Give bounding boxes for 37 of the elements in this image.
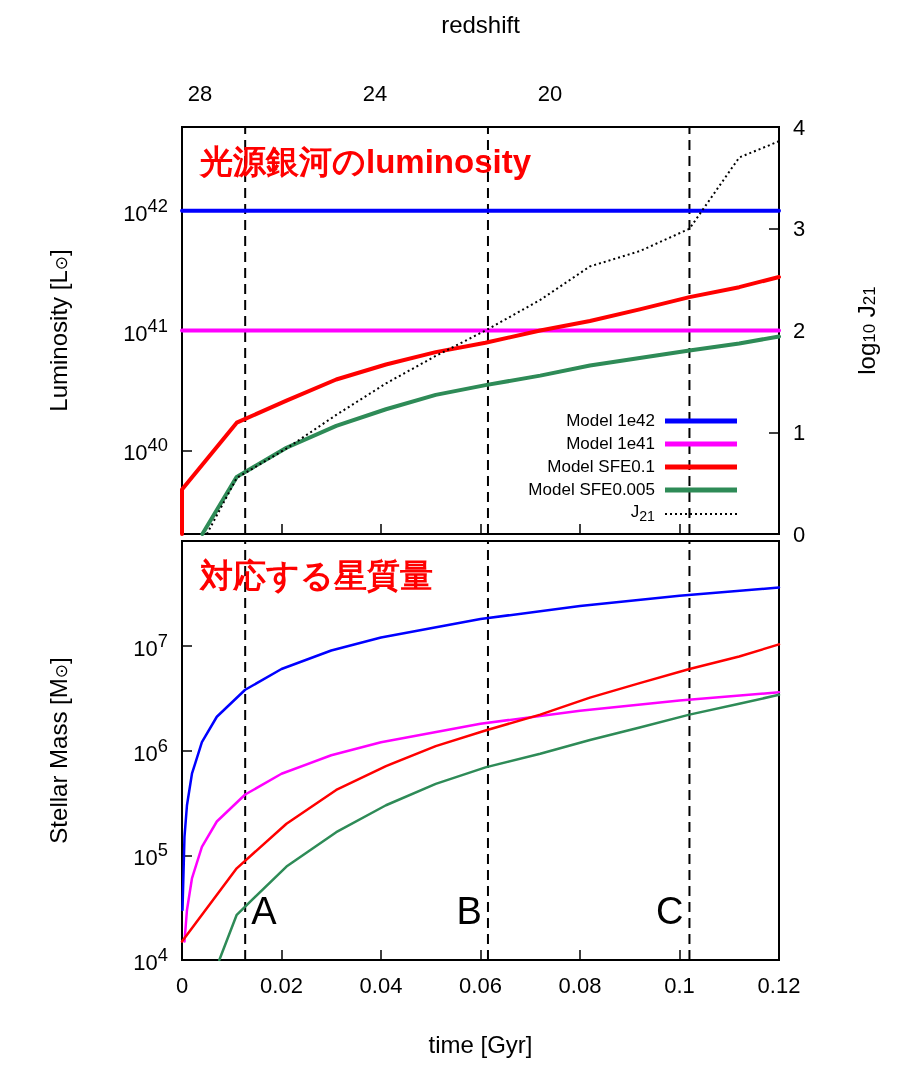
y-tick-label: 10$^{42}$ [123,195,168,226]
x-tick-label: 0.08 [558,972,602,998]
y-tick-label: 10$^{4}$ [133,944,168,975]
x-axis-title: time [Gyr] [428,1030,533,1058]
x-tick-label: 0.04 [359,972,403,998]
text: 20 [537,80,563,106]
ref-line-label: A [251,890,278,932]
legend-label: Model 1e41 [566,432,655,455]
y2-tick-label: 1 [793,419,806,445]
legend-label: Model SFE0.005 [528,478,655,501]
x-tick-label: 0 [175,972,189,998]
y2-tick-label: 2 [793,318,806,343]
y2-tick-label: 3 [793,216,806,242]
ref-line-label: C [656,890,684,932]
x2-axis-title: redshift [441,10,521,38]
legend-label: Model 1e42 [566,409,655,432]
x-tick-label: 0.02 [260,972,303,998]
legend-label: J$_{21}$ [630,501,655,527]
x-tick-label: 0.12 [757,972,801,998]
text: 28 [187,80,213,106]
y-tick-label: 10$^{5}$ [133,839,168,870]
text: 対応する星質量 [199,557,433,594]
ref-line-label: B [456,890,482,932]
y-tick-label: 10$^{41}$ [123,314,168,346]
y2-tick-label: 4 [793,114,806,140]
x-tick-label: 0.1 [664,972,695,998]
legend-label: Model SFE0.1 [547,455,655,478]
y-tick-label: 10$^{40}$ [123,434,168,465]
y-axis-title: Luminosity [L⊙] [44,249,72,412]
y-tick-label: 10$^{6}$ [133,734,168,766]
y-axis-title: Stellar Mass [M⊙] [44,657,72,844]
y2-tick-label: 0 [793,521,806,547]
y-tick-label: 10$^{7}$ [133,630,168,661]
x-tick-label: 0.06 [459,972,502,998]
text: 24 [362,80,388,106]
text: 光源銀河のluminosity [198,143,532,180]
y2-axis-title: log10 J21 [852,286,880,375]
